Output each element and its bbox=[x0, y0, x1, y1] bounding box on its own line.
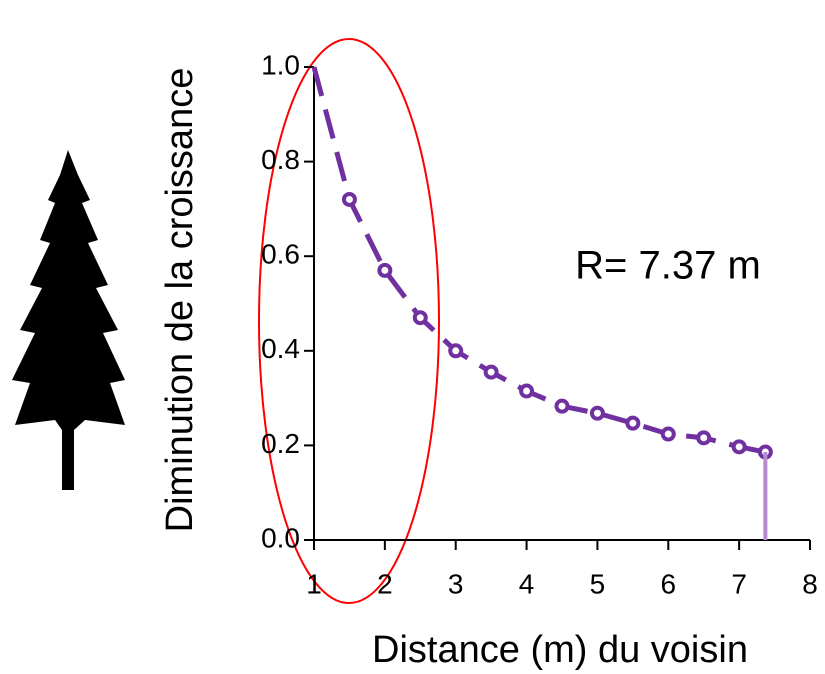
x-axis-title: Distance (m) du voisin bbox=[372, 629, 748, 671]
x-tick-label: 5 bbox=[590, 568, 606, 599]
y-tick-label: 0.6 bbox=[261, 239, 300, 270]
data-point bbox=[554, 398, 570, 414]
data-point bbox=[589, 405, 605, 421]
data-point bbox=[625, 415, 641, 431]
x-tick-label: 4 bbox=[519, 568, 535, 599]
data-point bbox=[519, 383, 535, 399]
data-point bbox=[412, 310, 428, 326]
data-point bbox=[696, 430, 712, 446]
y-tick-label: 0.4 bbox=[261, 333, 300, 364]
y-tick-label: 0.8 bbox=[261, 144, 300, 175]
highlight-ellipse bbox=[258, 38, 440, 604]
data-point bbox=[377, 262, 393, 278]
y-tick-label: 0.0 bbox=[261, 522, 300, 553]
x-tick-label: 3 bbox=[448, 568, 464, 599]
x-tick-label: 6 bbox=[660, 568, 676, 599]
data-point bbox=[341, 191, 357, 207]
data-point bbox=[483, 364, 499, 380]
x-tick-label: 7 bbox=[731, 568, 747, 599]
y-tick-label: 0.2 bbox=[261, 428, 300, 459]
annotation: R= 7.37 m bbox=[575, 244, 761, 288]
x-tick-label: 2 bbox=[377, 568, 393, 599]
data-point bbox=[660, 426, 676, 442]
data-point bbox=[448, 343, 464, 359]
x-tick-label: 1 bbox=[306, 568, 322, 599]
y-axis-title: Diminution de la croissance bbox=[159, 68, 201, 533]
data-point bbox=[731, 439, 747, 455]
tree-icon bbox=[12, 150, 125, 490]
x-tick-label: 8 bbox=[802, 568, 818, 599]
y-tick-label: 1.0 bbox=[261, 49, 300, 80]
